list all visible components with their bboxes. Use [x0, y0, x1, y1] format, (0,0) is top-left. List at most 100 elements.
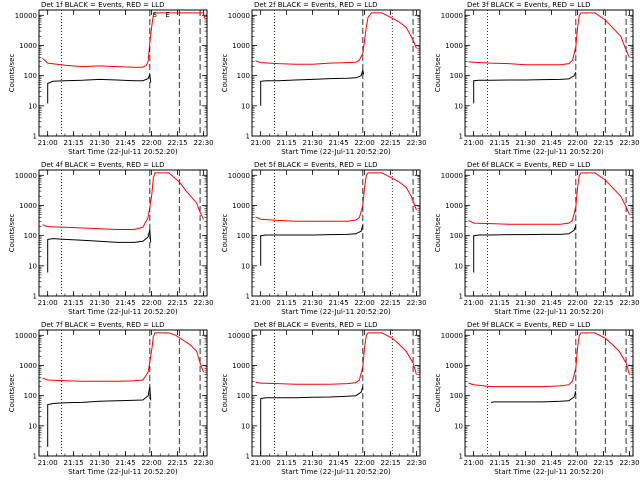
x-tick-label: 22:30 [619, 139, 639, 147]
x-tick-label: 21:15 [490, 139, 510, 147]
panel-title: Det 3f BLACK = Events, RED = LLD [467, 1, 590, 9]
y-axis-label: Counts/sec [221, 214, 229, 253]
y-tick-label: 10 [454, 262, 463, 270]
x-tick-label: 22:00 [141, 139, 161, 147]
panel-title: Det 7f BLACK = Events, RED = LLD [41, 321, 164, 329]
x-tick-label: 22:30 [193, 139, 213, 147]
y-tick-label: 1000 [19, 42, 37, 50]
x-tick-label: 21:00 [464, 299, 484, 307]
x-tick-label: 21:15 [64, 139, 84, 147]
y-tick-label: 1 [246, 293, 250, 301]
x-tick-label: 21:00 [38, 139, 58, 147]
detector-panel-3: Det 3f BLACK = Events, RED = LLD 1 10 100 10… [434, 1, 640, 156]
y-tick-label: 1 [33, 133, 37, 141]
x-tick-label: 22:30 [406, 459, 426, 467]
x-axis-label: Start Time (22-Jul-11 20:52:20) [281, 308, 391, 316]
x-tick-label: 21:45 [542, 299, 562, 307]
y-tick-label: 10 [241, 102, 250, 110]
y-tick-label: 10 [28, 102, 37, 110]
plot-frame [464, 169, 634, 297]
x-axis-label: Start Time (22-Jul-11 20:52:20) [68, 468, 178, 476]
y-tick-label: 10 [454, 422, 463, 430]
red-lld-series-line [468, 172, 630, 225]
x-tick-label: 22:30 [619, 299, 639, 307]
y-tick-label: 100 [450, 232, 463, 240]
detector-panel-6: Det 6f BLACK = Events, RED = LLD 1 10 100 10… [434, 161, 640, 316]
x-tick-label: 22:30 [406, 139, 426, 147]
y-axis-label: Counts/sec [8, 214, 16, 253]
y-tick-label: 10000 [228, 332, 250, 340]
x-tick-label: 21:15 [277, 139, 297, 147]
x-axis-label: Start Time (22-Jul-11 20:52:20) [68, 148, 178, 156]
detector-panel-5: Det 5f BLACK = Events, RED = LLD 1 10 100 10… [221, 161, 426, 316]
black-events-series-line [260, 225, 364, 266]
x-tick-label: 21:00 [251, 139, 271, 147]
red-lld-series-line [42, 172, 204, 230]
x-tick-label: 22:00 [354, 459, 374, 467]
x-tick-label: 22:30 [619, 459, 639, 467]
red-lld-series-line [468, 332, 630, 388]
y-axis-label: Counts/sec [8, 374, 16, 413]
x-tick-label: 22:00 [567, 299, 587, 307]
x-axis-label: Start Time (22-Jul-11 20:52:20) [281, 148, 391, 156]
x-tick-label: 21:15 [277, 459, 297, 467]
y-tick-label: 100 [24, 72, 37, 80]
y-tick-label: 100 [24, 232, 37, 240]
flag-label: S [152, 11, 157, 19]
x-tick-label: 21:15 [490, 299, 510, 307]
x-axis-label: Start Time (22-Jul-11 20:52:20) [494, 148, 604, 156]
y-tick-label: 10 [28, 422, 37, 430]
flag-label: E [165, 11, 169, 19]
y-tick-label: 10000 [441, 172, 463, 180]
plot-frame [38, 9, 208, 137]
black-events-series-line [47, 386, 152, 447]
red-lld-series-line [42, 332, 204, 382]
detector-panel-2: Det 2f BLACK = Events, RED = LLD 1 10 100 10… [221, 1, 426, 156]
black-events-series-line [473, 225, 577, 273]
x-tick-label: 21:30 [303, 139, 323, 147]
y-tick-label: 1000 [232, 42, 250, 50]
y-tick-label: 100 [237, 232, 250, 240]
x-tick-label: 21:15 [64, 459, 84, 467]
y-tick-label: 1000 [232, 362, 250, 370]
plot-frame [251, 329, 421, 457]
x-tick-label: 22:15 [380, 459, 400, 467]
panel-title: Det 1f BLACK = Events, RED = LLD [41, 1, 164, 9]
x-tick-label: 21:15 [490, 459, 510, 467]
x-axis-label: Start Time (22-Jul-11 20:52:20) [281, 468, 391, 476]
black-events-series-line [490, 391, 577, 403]
red-lld-series-line [255, 12, 417, 65]
y-tick-label: 100 [237, 72, 250, 80]
y-axis-label: Counts/sec [221, 374, 229, 413]
y-tick-label: 10 [28, 262, 37, 270]
y-tick-label: 10 [241, 422, 250, 430]
x-tick-label: 21:00 [38, 459, 58, 467]
panel-title: Det 2f BLACK = Events, RED = LLD [254, 1, 377, 9]
y-tick-label: 100 [450, 392, 463, 400]
x-tick-label: 21:30 [516, 299, 536, 307]
y-tick-label: 1 [33, 453, 37, 461]
x-tick-label: 22:15 [167, 299, 187, 307]
x-tick-label: 22:30 [406, 299, 426, 307]
y-tick-label: 10000 [15, 12, 37, 20]
x-tick-label: 22:15 [593, 139, 613, 147]
y-tick-label: 1000 [445, 202, 463, 210]
y-tick-label: 10000 [15, 172, 37, 180]
plot-frame [38, 329, 208, 457]
y-tick-label: 100 [24, 392, 37, 400]
y-tick-label: 10000 [228, 12, 250, 20]
y-axis-label: Counts/sec [221, 54, 229, 93]
x-tick-label: 21:30 [303, 299, 323, 307]
y-tick-label: 1000 [445, 42, 463, 50]
x-tick-label: 22:15 [167, 139, 187, 147]
black-events-series-line [47, 74, 152, 104]
x-tick-label: 22:00 [141, 459, 161, 467]
y-tick-label: 1 [246, 133, 250, 141]
x-tick-label: 21:00 [251, 459, 271, 467]
y-axis-label: Counts/sec [434, 214, 442, 253]
detector-panel-4: Det 4f BLACK = Events, RED = LLD 1 10 100 10… [8, 161, 213, 316]
y-tick-label: 10 [454, 102, 463, 110]
x-axis-label: Start Time (22-Jul-11 20:52:20) [68, 308, 178, 316]
plot-frame [251, 9, 421, 137]
red-lld-series-line [42, 12, 205, 68]
